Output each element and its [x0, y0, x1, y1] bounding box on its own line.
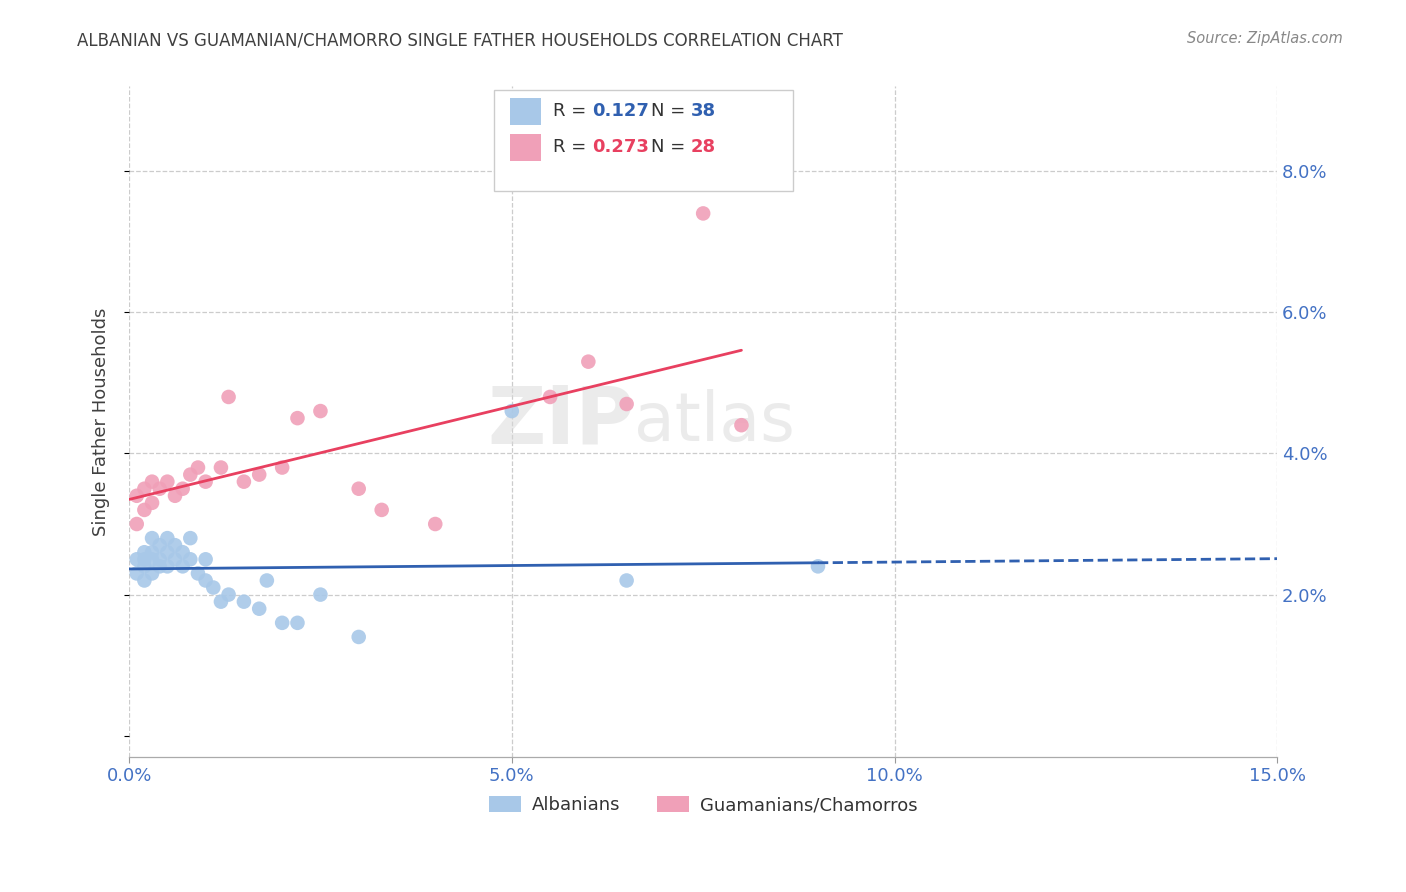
Point [232, 595, 254, 609]
Point [309, 404, 332, 418]
Text: ALBANIAN VS GUAMANIAN/CHAMORRO SINGLE FATHER HOUSEHOLDS CORRELATION CHART: ALBANIAN VS GUAMANIAN/CHAMORRO SINGLE FA… [77, 31, 844, 49]
Point [149, 559, 172, 574]
Point [194, 552, 217, 566]
Point [172, 482, 194, 496]
Point [134, 503, 156, 517]
Point [425, 516, 447, 531]
Point [271, 460, 294, 475]
Point [125, 566, 148, 581]
Point [730, 418, 752, 433]
Point [179, 467, 201, 482]
Point [163, 552, 186, 566]
Point [179, 531, 201, 545]
Point [125, 552, 148, 566]
Point [501, 404, 523, 418]
Point [141, 475, 163, 489]
Y-axis label: Single Father Households: Single Father Households [93, 308, 110, 536]
Text: R =: R = [553, 103, 592, 120]
Point [202, 581, 225, 595]
Point [194, 475, 217, 489]
Point [141, 545, 163, 559]
Text: atlas: atlas [634, 389, 796, 455]
Point [141, 496, 163, 510]
Point [209, 460, 232, 475]
Point [232, 475, 254, 489]
Point [370, 503, 392, 517]
Point [187, 566, 209, 581]
Point [134, 545, 156, 559]
Point [134, 552, 156, 566]
Point [576, 354, 599, 368]
Text: N =: N = [651, 138, 690, 156]
Point [149, 552, 172, 566]
Point [616, 397, 638, 411]
Text: Source: ZipAtlas.com: Source: ZipAtlas.com [1187, 31, 1343, 46]
Point [156, 475, 179, 489]
Point [218, 390, 240, 404]
Point [247, 467, 270, 482]
Point [347, 482, 370, 496]
Point [163, 538, 186, 552]
Point [347, 630, 370, 644]
Point [287, 411, 309, 425]
Legend: Albanians, Guamanians/Chamorros: Albanians, Guamanians/Chamorros [481, 789, 925, 822]
Point [163, 489, 186, 503]
Point [156, 545, 179, 559]
Point [172, 559, 194, 574]
Point [271, 615, 294, 630]
Text: 38: 38 [690, 103, 716, 120]
Point [187, 460, 209, 475]
Point [134, 482, 156, 496]
Point [209, 595, 232, 609]
Point [156, 531, 179, 545]
Point [172, 545, 194, 559]
Point [247, 601, 270, 615]
Point [194, 574, 217, 588]
Point [134, 559, 156, 574]
Point [149, 538, 172, 552]
Text: 0.127: 0.127 [592, 103, 648, 120]
Point [141, 566, 163, 581]
Text: N =: N = [651, 103, 690, 120]
Point [287, 615, 309, 630]
Text: 28: 28 [690, 138, 716, 156]
Point [141, 531, 163, 545]
Text: 0.273: 0.273 [592, 138, 648, 156]
Point [807, 559, 830, 574]
Point [125, 489, 148, 503]
Point [179, 552, 201, 566]
Point [309, 588, 332, 602]
Point [125, 516, 148, 531]
Point [218, 588, 240, 602]
Point [616, 574, 638, 588]
Point [156, 559, 179, 574]
Text: R =: R = [553, 138, 592, 156]
Point [149, 482, 172, 496]
Point [141, 552, 163, 566]
Text: ZIP: ZIP [486, 383, 634, 460]
Point [692, 206, 714, 220]
Point [256, 574, 278, 588]
Point [134, 574, 156, 588]
Point [538, 390, 561, 404]
